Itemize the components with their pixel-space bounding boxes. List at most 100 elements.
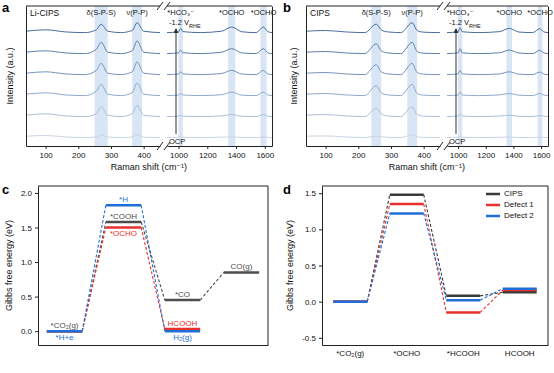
axis: *CO₂(g) *OCHO *HCOOH HCOOH: [323, 345, 549, 358]
potential-label: -1.2 VRHE: [169, 18, 201, 29]
tick: 1600: [256, 146, 274, 160]
connector: [480, 289, 503, 301]
spectrum: [306, 23, 440, 33]
frame-line: [447, 6, 548, 7]
tick-label: 1.5: [21, 224, 33, 233]
tick-mark: [319, 266, 322, 267]
y-axis-title: Gibbs free energy (eV): [4, 220, 14, 311]
energy-level: [165, 299, 200, 302]
tick-mark: [319, 338, 322, 339]
connector: [480, 290, 503, 312]
plot-area: [167, 6, 272, 146]
axis-break: [157, 2, 163, 10]
legend: CIPSDefect 1Defect 2: [486, 189, 534, 220]
level-label: *CO: [175, 290, 190, 299]
energy-level: [47, 330, 82, 333]
energy-level: [333, 300, 367, 303]
plot-area: [26, 6, 160, 146]
y-axis-title: Intensity (a.u.): [289, 47, 299, 104]
spectrum: [447, 92, 548, 96]
peak-band: [506, 6, 512, 146]
peak-label: δ(S-P-S): [362, 8, 392, 17]
x-axis-title: Raman shift (cm⁻¹): [389, 162, 465, 172]
tick: 0.0: [21, 327, 38, 336]
tick-mark: [46, 146, 47, 149]
tick-mark: [179, 146, 180, 149]
tick-mark: [207, 146, 208, 149]
tick-mark: [35, 262, 38, 263]
tick-label: 100: [39, 151, 53, 160]
axis-break: [444, 2, 450, 10]
plot-area: [447, 6, 548, 146]
axis-line: [323, 345, 549, 346]
peak-label: *HCO₃⁻: [167, 8, 194, 17]
tick-label: HCOOH: [505, 349, 535, 358]
tick-label: 100: [319, 151, 333, 160]
tick: *HCOOH: [447, 345, 480, 358]
level-label: *COOH: [110, 212, 137, 221]
tick-mark: [458, 146, 459, 149]
tick: 1600: [533, 146, 551, 160]
tick: 200: [352, 146, 366, 160]
legend-label: Defect 1: [504, 200, 534, 209]
level-label: *CO₂(g): [51, 321, 79, 330]
tick-mark: [326, 146, 327, 149]
axis: -0.50.00.51.01.5: [302, 187, 322, 346]
potential-label: -1.2 VRHE: [449, 18, 481, 29]
energy-level: [165, 330, 200, 333]
connector: [367, 213, 390, 301]
tick-mark: [319, 193, 322, 194]
connector: [200, 272, 224, 300]
sample-label: CIPS: [310, 8, 330, 18]
connector: [424, 195, 447, 296]
potential-subscript: RHE: [189, 23, 201, 29]
connector: [367, 195, 390, 302]
level-label: H₂(g): [173, 333, 192, 342]
level-label: HCOOH: [168, 319, 198, 328]
axis-line: [272, 7, 273, 147]
tick-mark: [35, 331, 38, 332]
tick: 1400: [228, 146, 246, 160]
potential-arrow: [456, 29, 457, 134]
potential-label: OCP: [449, 137, 465, 146]
plot-area: [333, 195, 536, 313]
axis-break: [437, 2, 443, 10]
tick: 100: [319, 146, 333, 160]
potential-value: -1.2 V: [169, 18, 189, 27]
spectrum: [447, 70, 548, 74]
tick-label: 1600: [533, 151, 551, 160]
tick-mark: [78, 146, 79, 149]
legend-label: CIPS: [504, 189, 523, 198]
tick-label: 200: [352, 151, 366, 160]
tick: *OCHO: [393, 345, 420, 358]
tick-label: 300: [385, 151, 399, 160]
tick-label: 1200: [199, 151, 217, 160]
spectrum: [447, 114, 548, 117]
peak-label: ν(P-P): [126, 8, 148, 17]
tick-mark: [541, 146, 542, 149]
spectrum: [306, 84, 440, 95]
tick-label: *CO₂(g): [336, 349, 364, 358]
tick-mark: [424, 146, 425, 149]
tick-mark: [486, 146, 487, 149]
y-axis-title: Intensity (a.u.): [5, 47, 15, 104]
energy-level: [446, 295, 480, 298]
tick-mark: [144, 146, 145, 149]
tick-label: 1000: [450, 151, 468, 160]
tick-label: -0.5: [302, 334, 316, 343]
tick: 0.5: [21, 293, 38, 302]
spectrum: [167, 27, 272, 33]
potential-subscript: RHE: [469, 23, 481, 29]
tick-mark: [265, 146, 266, 149]
axis-line: [448, 146, 549, 147]
axis: [272, 7, 273, 147]
axis: [26, 7, 27, 147]
spectrum: [447, 49, 548, 54]
spectrum: [447, 28, 548, 33]
x-axis-title: Raman shift (cm⁻¹): [111, 162, 187, 172]
connector: [82, 205, 106, 331]
tick: 300: [385, 146, 399, 160]
tick-mark: [513, 146, 514, 149]
panel-label: d: [283, 182, 291, 197]
spectrum: [306, 63, 440, 74]
